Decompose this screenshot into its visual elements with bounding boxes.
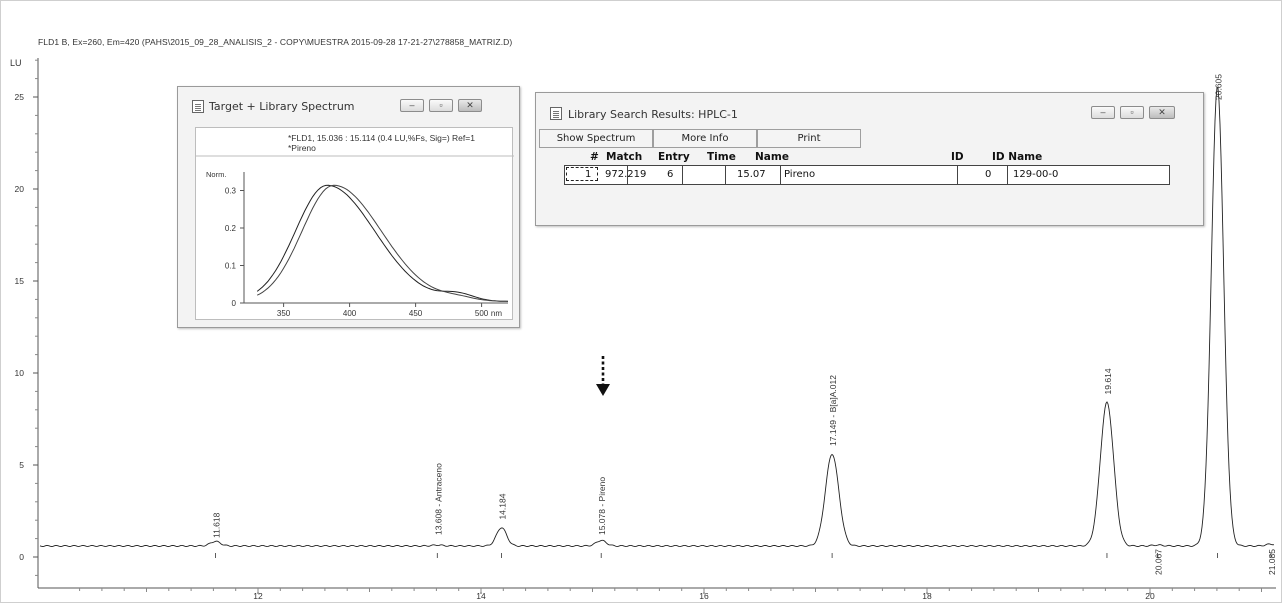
spectrum-pane: *FLD1, 15.036 : 15.114 (0.4 LU,%Fs, Sig=… (195, 127, 514, 320)
cell-id: 0 (985, 169, 992, 180)
window-document-icon (192, 100, 204, 113)
y-tick-label: 15 (15, 276, 25, 286)
close-button[interactable]: ✕ (458, 99, 482, 112)
spectrum-window-title: Target + Library Spectrum (209, 100, 355, 113)
library-window-title: Library Search Results: HPLC-1 (568, 108, 738, 121)
more-info-button[interactable]: More Info (653, 129, 757, 148)
spectrum-y-tick-label: 0.3 (225, 187, 237, 196)
spectrum-y-tick-label: 0 (232, 299, 237, 308)
cell-num: 1 (585, 169, 592, 180)
peak-label: 21.085 (1267, 549, 1277, 575)
peak-label: 20.605 (1213, 74, 1223, 100)
col-header-num[interactable]: # (590, 151, 599, 163)
spectrum-x-tick-label: 400 (343, 309, 357, 318)
library-spectrum-line (256, 184, 508, 302)
y-tick-label: 20 (15, 184, 25, 194)
cell-match: 972.219 (605, 169, 647, 180)
cell-name: Pireno (784, 169, 816, 180)
print-button[interactable]: Print (757, 129, 861, 148)
show-spectrum-button[interactable]: Show Spectrum (539, 129, 653, 148)
spectrum-x-tick-label: 500 (475, 309, 489, 318)
target-spectrum-line (256, 184, 509, 302)
col-header-id-name[interactable]: ID Name (992, 151, 1043, 163)
y-tick-label: 0 (19, 552, 24, 562)
spectrum-plot: Norm. 0 0.1 0.2 0.3 350 400 450 500 nm (196, 155, 514, 318)
y-unit-label: LU (10, 58, 22, 68)
x-tick-label: 20 (1145, 591, 1155, 601)
peak-label: 11.618 (211, 512, 221, 538)
col-header-name[interactable]: Name (755, 151, 789, 163)
spectrum-y-label: Norm. (206, 170, 226, 179)
dotted-down-arrow-icon (596, 356, 610, 396)
peak-label: 19.614 (1103, 368, 1113, 394)
maximize-button[interactable]: ▫ (1120, 106, 1144, 119)
x-tick-label: 14 (476, 591, 486, 601)
close-button[interactable]: ✕ (1149, 106, 1175, 119)
cell-id-name: 129-00-0 (1013, 169, 1059, 180)
x-tick-label: 12 (253, 591, 263, 601)
maximize-button[interactable]: ▫ (429, 99, 453, 112)
spectrum-window[interactable]: Target + Library Spectrum – ▫ ✕ *FLD1, 1… (177, 86, 520, 328)
spectrum-info-line1: *FLD1, 15.036 : 15.114 (0.4 LU,%Fs, Sig=… (288, 133, 475, 143)
chromatogram-trace (39, 86, 1275, 547)
minimize-button[interactable]: – (400, 99, 424, 112)
peak-label: 13.608 - Antraceno (433, 463, 443, 535)
window-document-icon (550, 107, 562, 120)
col-header-entry[interactable]: Entry (658, 151, 690, 163)
spectrum-x-tick-label: 450 (409, 309, 423, 318)
spectrum-x-tick-label: 350 (277, 309, 291, 318)
chromatogram-title: FLD1 B, Ex=260, Em=420 (PAHS\2015_09_28_… (38, 37, 513, 47)
col-header-time[interactable]: Time (707, 151, 736, 163)
y-tick-label: 25 (15, 92, 25, 102)
minimize-button[interactable]: – (1091, 106, 1115, 119)
spectrum-info-line2: *Pireno (288, 143, 316, 153)
spectrum-y-tick-label: 0.2 (225, 224, 237, 233)
col-header-id[interactable]: ID (951, 151, 964, 163)
cell-time: 15.07 (737, 169, 766, 180)
spectrum-x-unit: nm (491, 309, 502, 318)
col-header-match[interactable]: Match (606, 151, 643, 163)
table-row[interactable]: 1 972.219 6 15.07 Pireno 0 129-00-0 (564, 165, 1170, 185)
spectrum-y-tick-label: 0.1 (225, 262, 237, 271)
x-tick-label: 16 (699, 591, 709, 601)
x-tick-label: 18 (922, 591, 932, 601)
peak-label: 20.067 (1153, 549, 1163, 575)
peak-label: 17.149 - B[a]A.012 (828, 375, 838, 446)
library-search-window[interactable]: Library Search Results: HPLC-1 – ▫ ✕ Sho… (535, 92, 1204, 226)
y-tick-label: 10 (15, 368, 25, 378)
y-tick-label: 5 (19, 460, 24, 470)
cell-entry: 6 (667, 169, 674, 180)
peak-label: 15.078 - Pireno (597, 477, 607, 535)
peak-label: 14.184 (498, 493, 508, 519)
